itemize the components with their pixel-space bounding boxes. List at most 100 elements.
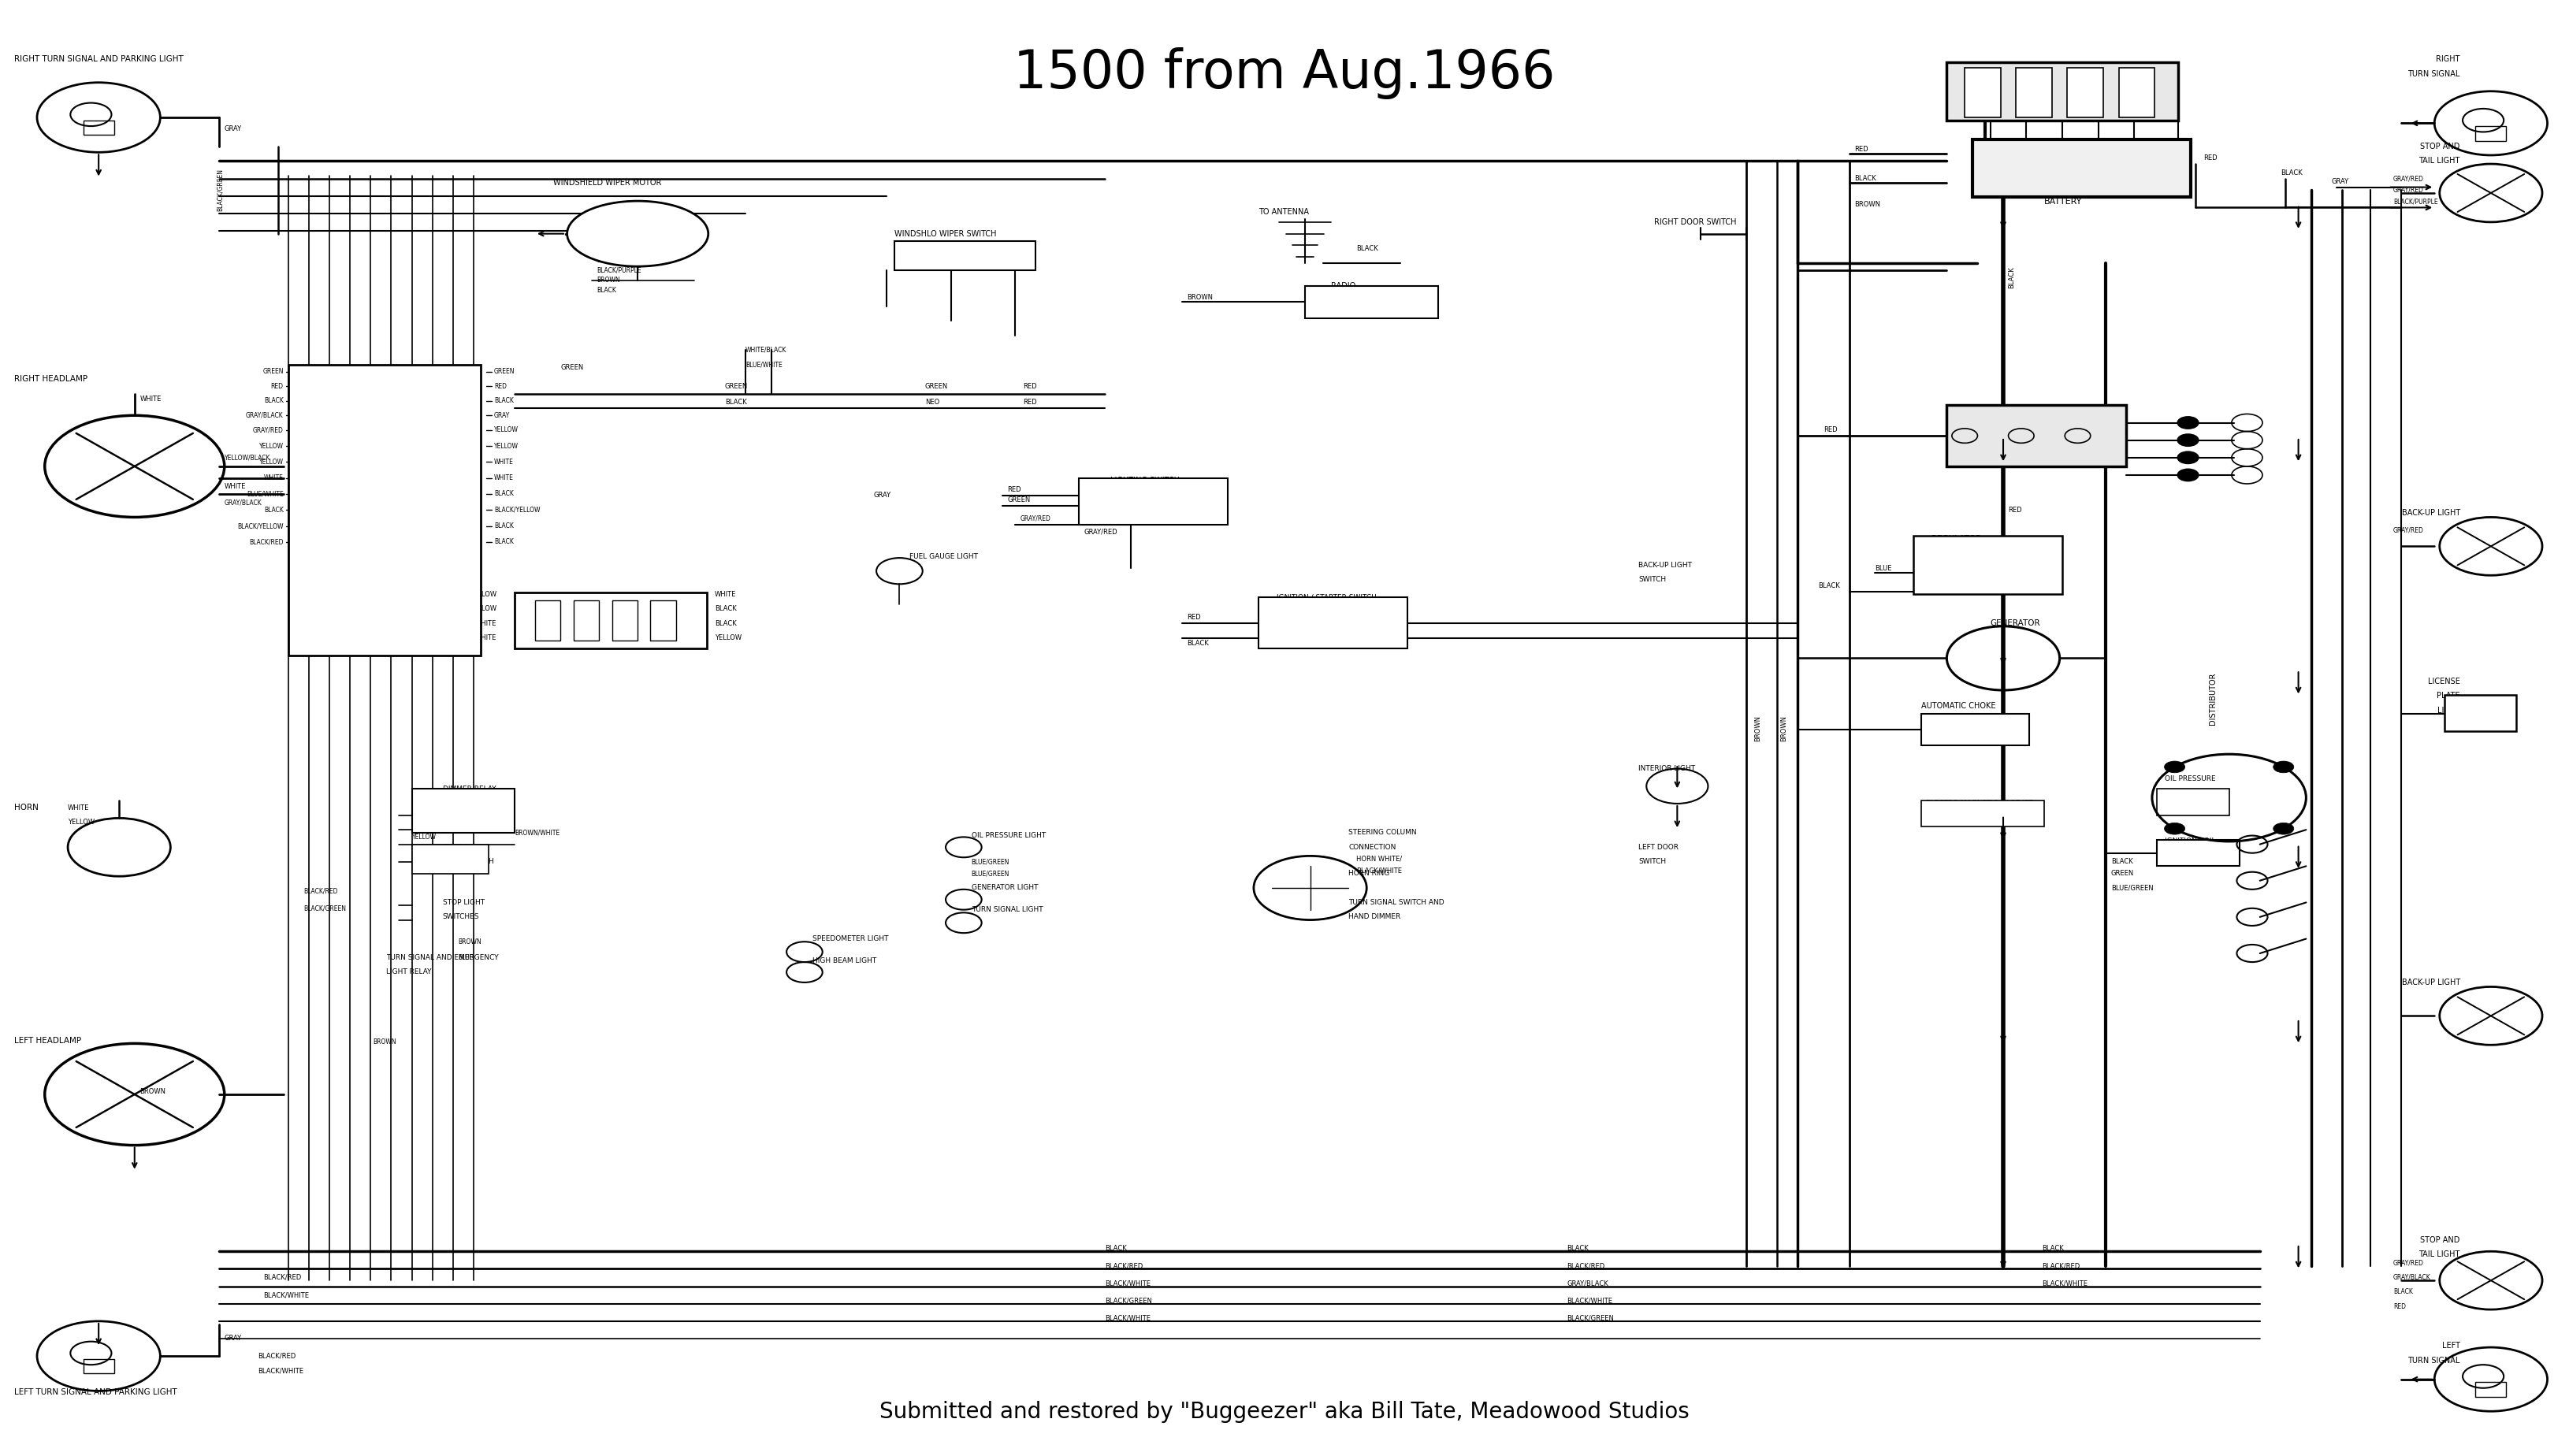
Text: LIGHT: LIGHT [2438, 706, 2461, 715]
Text: BLACK/WHITE: BLACK/WHITE [257, 1367, 303, 1374]
Text: RED: RED [1084, 480, 1097, 488]
Text: GRAY: GRAY [2333, 178, 2348, 185]
Text: BLACK/GREEN: BLACK/GREEN [1105, 1297, 1151, 1305]
Text: SWITCH: SWITCH [1639, 858, 1667, 865]
Text: SWITCHES: SWITCHES [442, 913, 480, 920]
Text: DISTRIBUTOR: DISTRIBUTOR [2209, 673, 2217, 725]
Circle shape [2163, 761, 2184, 773]
Text: BROWN: BROWN [139, 1088, 167, 1095]
Text: WHITE: WHITE [265, 475, 283, 482]
Text: OIL PRESSURE LIGHT: OIL PRESSURE LIGHT [971, 831, 1046, 839]
Bar [288, 364, 480, 655]
Text: WHITE: WHITE [475, 620, 496, 628]
Text: GRAY: GRAY [224, 1335, 241, 1342]
Text: SWITCH: SWITCH [1639, 577, 1667, 584]
Text: BLACK/RED: BLACK/RED [1567, 1262, 1606, 1270]
Text: LEFT: LEFT [2443, 1342, 2461, 1350]
Text: WINDSHIELD WIPER MOTOR: WINDSHIELD WIPER MOTOR [552, 179, 660, 186]
Text: WHITE: WHITE [493, 459, 514, 466]
Text: BLACK: BLACK [1855, 175, 1875, 182]
Text: WHITE: WHITE [67, 804, 90, 811]
Text: GRAY/BLACK: GRAY/BLACK [2394, 1274, 2430, 1281]
Text: GRAY/BLACK: GRAY/BLACK [224, 499, 262, 507]
Bar [650, 600, 676, 641]
Text: BATTERY: BATTERY [2045, 198, 2083, 205]
Text: IGNITION / STARTER SWITCH: IGNITION / STARTER SWITCH [1277, 594, 1377, 601]
Text: RED: RED [2204, 154, 2217, 162]
Text: RED: RED [1187, 614, 1200, 622]
Text: RED: RED [1007, 486, 1020, 494]
Text: BROWN: BROWN [1780, 715, 1788, 741]
Text: REGULATOR: REGULATOR [1932, 534, 1981, 543]
Text: YELLOW: YELLOW [493, 443, 519, 450]
Bar [2477, 127, 2507, 141]
Text: EMERGENCY: EMERGENCY [442, 843, 486, 850]
Text: RED: RED [270, 383, 283, 390]
Text: HORN RING: HORN RING [1349, 869, 1390, 877]
Bar [1914, 536, 2063, 594]
Text: RED: RED [1022, 383, 1035, 390]
Text: BLACK/WHITE: BLACK/WHITE [1105, 1315, 1151, 1322]
Text: RED: RED [493, 383, 506, 390]
Text: RED: RED [1855, 146, 1868, 153]
Text: IGNITION COIL: IGNITION COIL [2166, 837, 2214, 844]
Bar [2158, 840, 2240, 866]
Text: GREEN: GREEN [560, 364, 583, 371]
Text: BLACK: BLACK [1105, 1245, 1128, 1252]
Text: LEFT HEADLAMP: LEFT HEADLAMP [13, 1037, 82, 1044]
Text: GRAY/RED: GRAY/RED [1084, 529, 1118, 536]
Bar [1947, 405, 2127, 466]
Text: TURN SIGNAL LIGHT: TURN SIGNAL LIGHT [971, 906, 1043, 913]
Text: GRAY/RED: GRAY/RED [252, 427, 283, 434]
Bar [2446, 695, 2518, 731]
Text: BLACK/WHITE: BLACK/WHITE [1356, 866, 1403, 874]
Text: WINDSHLO WIPER SWITCH: WINDSHLO WIPER SWITCH [894, 230, 997, 237]
Text: BLACK: BLACK [1567, 1245, 1588, 1252]
Bar [2477, 1382, 2507, 1396]
Text: BLACK: BLACK [2009, 266, 2017, 288]
Text: CONNECTION: CONNECTION [1349, 843, 1395, 850]
Text: STEERING COLUMN: STEERING COLUMN [1349, 828, 1418, 836]
Text: TURN SIGNAL AND EMERGENCY: TURN SIGNAL AND EMERGENCY [385, 954, 498, 961]
Text: STOP LIGHT: STOP LIGHT [442, 898, 486, 906]
Bar [534, 600, 560, 641]
Text: SPEEDOMETER LIGHT: SPEEDOMETER LIGHT [812, 935, 889, 942]
Text: TURN SIGNAL SWITCH AND: TURN SIGNAL SWITCH AND [1349, 898, 1444, 906]
Text: HORN: HORN [13, 804, 39, 812]
Text: BLACK/GREEN: BLACK/GREEN [216, 169, 224, 211]
Text: BLACK/YELLOW: BLACK/YELLOW [236, 523, 283, 530]
Text: GRAY/BLACK: GRAY/BLACK [247, 412, 283, 419]
Text: GREEN: GREEN [925, 383, 948, 390]
Text: LEFT TURN SIGNAL AND PARKING LIGHT: LEFT TURN SIGNAL AND PARKING LIGHT [13, 1389, 177, 1396]
Text: RED: RED [2009, 507, 2022, 514]
Bar [82, 1358, 113, 1373]
Circle shape [2179, 434, 2199, 446]
Text: BACK-UP LIGHT: BACK-UP LIGHT [2402, 510, 2461, 517]
Text: BLUE: BLUE [457, 954, 473, 961]
Text: LEFT DOOR: LEFT DOOR [1639, 843, 1680, 850]
Text: GREEN: GREEN [493, 368, 514, 376]
Text: BLACK: BLACK [2281, 169, 2302, 176]
Text: BLACK/PURPLE: BLACK/PURPLE [596, 266, 642, 274]
Text: FUSE BOX: FUSE BOX [560, 593, 599, 601]
Text: BROWN: BROWN [1855, 201, 1881, 208]
Text: AUTOMATIC CHOKE: AUTOMATIC CHOKE [1922, 702, 1996, 711]
Text: STARTER: STARTER [1999, 405, 2035, 412]
Circle shape [2179, 469, 2199, 480]
Bar [2068, 68, 2104, 118]
Text: YELLOW: YELLOW [470, 606, 496, 613]
Text: STOP AND: STOP AND [2420, 143, 2461, 150]
Text: YELLOW: YELLOW [470, 591, 496, 598]
Text: INTERIOR LIGHT: INTERIOR LIGHT [1639, 766, 1696, 772]
Text: 1500 from Aug.1966: 1500 from Aug.1966 [1015, 48, 1554, 99]
Circle shape [2179, 416, 2199, 428]
Text: HIGH BEAM LIGHT: HIGH BEAM LIGHT [812, 957, 876, 964]
Text: ELECTRO MAGNETIC PILOT JET: ELECTRO MAGNETIC PILOT JET [1927, 799, 2032, 807]
Text: BLACK/WHITE: BLACK/WHITE [262, 1291, 308, 1299]
Text: BLACK: BLACK [1819, 582, 1839, 590]
Text: GREEN: GREEN [1007, 496, 1030, 504]
Text: STOP AND: STOP AND [2420, 1236, 2461, 1243]
Text: WHITE: WHITE [493, 475, 514, 482]
Text: BLUE/GREEN: BLUE/GREEN [971, 858, 1010, 865]
Text: HAND DIMMER: HAND DIMMER [1349, 913, 1400, 920]
